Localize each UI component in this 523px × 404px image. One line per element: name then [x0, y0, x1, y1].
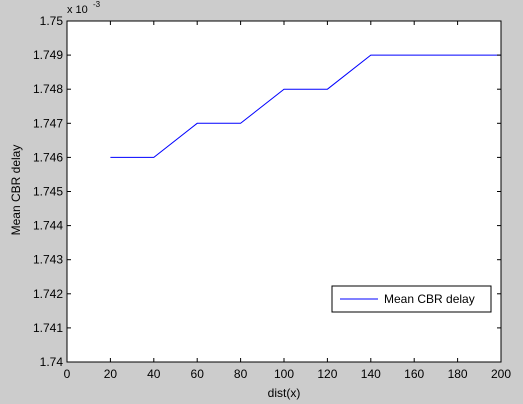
y-tick-label: 1.747	[33, 116, 63, 130]
y-tick-label: 1.75	[40, 14, 64, 28]
x-axis-label: dist(x)	[268, 386, 301, 400]
y-tick-label: 1.743	[33, 253, 63, 267]
x-tick-label: 0	[64, 367, 71, 381]
x-tick-label: 160	[404, 367, 424, 381]
x-tick-label: 120	[317, 367, 337, 381]
x-tick-label: 180	[448, 367, 468, 381]
y-tick-label: 1.741	[33, 321, 63, 335]
y-tick-label: 1.745	[33, 185, 63, 199]
y-tick-label: 1.742	[33, 287, 63, 301]
y-tick-label: 1.749	[33, 48, 63, 62]
tick-labels-layer: 0 20 40 60 80 100 120 140 160 180 200 1.74 1.741 1.74…	[33, 14, 511, 381]
y-tick-label: 1.746	[33, 150, 63, 164]
y-tick-label: 1.744	[33, 219, 63, 233]
y-axis-exponent-power: -3	[93, 0, 101, 9]
x-tick-label: 140	[361, 367, 381, 381]
legend: Mean CBR delay	[331, 285, 492, 313]
x-tick-label: 20	[104, 367, 118, 381]
x-tick-label: 100	[274, 367, 294, 381]
x-tick-label: 40	[147, 367, 161, 381]
y-axis-label: Mean CBR delay	[9, 145, 23, 236]
x-tick-label: 60	[191, 367, 205, 381]
y-axis-exponent-base: x 10	[67, 4, 88, 16]
x-tick-label: 80	[234, 367, 248, 381]
legend-label: Mean CBR delay	[384, 292, 475, 306]
y-tick-label: 1.748	[33, 82, 63, 96]
series-layer	[110, 54, 501, 158]
y-tick-label: 1.74	[40, 355, 64, 369]
x-tick-label: 200	[491, 367, 511, 381]
ticks-layer	[66, 20, 502, 363]
series-line	[110, 54, 501, 158]
